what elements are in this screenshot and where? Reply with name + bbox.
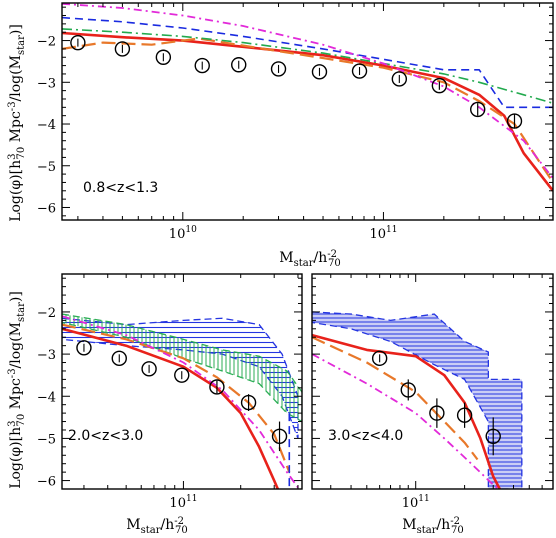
plot-frame	[311, 273, 554, 490]
data-point	[371, 350, 388, 367]
data-point	[141, 361, 157, 377]
panel-bottom-left: −2 −3 −4 −5 −6 1011	[37, 273, 303, 511]
y-tick-label: −2	[37, 306, 56, 321]
series-line-magenta-dashdot	[62, 315, 301, 489]
series-line-blue-dash	[62, 16, 553, 109]
svg-text:Log(φ)[h370 Mpc-3/log(Mstar)]: Log(φ)[h370 Mpc-3/log(Mstar)]	[7, 291, 27, 489]
plot-area	[312, 311, 523, 489]
y-tick-label: −5	[37, 160, 56, 175]
data-point	[174, 367, 190, 383]
data-point	[470, 101, 486, 118]
y-tick-label: −3	[37, 76, 56, 91]
data-point	[456, 407, 473, 423]
data-point	[111, 350, 127, 367]
x-axis-label-bottom-right: Mstar/h-2 70	[402, 516, 463, 536]
series-line-orange-longdash	[62, 37, 553, 184]
series-line-magenta-dashdot	[312, 353, 501, 489]
data-point	[311, 64, 328, 80]
panel-bottom-right: 1011	[311, 273, 554, 511]
series-line-orange-longdash	[62, 323, 291, 473]
data-point	[194, 57, 210, 74]
y-tick-label: −4	[37, 118, 56, 133]
data-point	[485, 428, 501, 445]
y-tick-label: −3	[37, 348, 56, 363]
data-point	[155, 49, 172, 65]
svg-text:Log(φ)[h370 Mpc-3/log(Mstar)]: Log(φ)[h370 Mpc-3/log(Mstar)]	[7, 24, 27, 222]
band-green-hatch	[62, 313, 302, 423]
y-axis-label-top: Log(φ)[h370 Mpc-3/log(Mstar)]	[7, 24, 27, 222]
series-line-red-solid	[62, 31, 553, 192]
data-point	[391, 71, 408, 87]
x-axis-label-top: Mstar/h-2 70	[279, 249, 340, 269]
series-line-magenta-dashdot	[62, 3, 553, 179]
series-line-orange-longdash	[312, 336, 479, 461]
data-point	[209, 379, 225, 395]
data-point	[400, 382, 416, 398]
x-tick-label: 1011	[169, 494, 197, 511]
z-label-top: 0.8<z<1.3	[83, 180, 158, 196]
y-tick-label: −5	[37, 432, 56, 447]
x-axis-label-bottom-left: Mstar/h-2 70	[126, 516, 187, 536]
x-tick-label: 1011	[369, 225, 397, 242]
y-tick-label: −6	[37, 201, 56, 216]
plot-area	[62, 313, 302, 489]
data-point	[231, 57, 247, 73]
band-blue-fill	[312, 311, 523, 489]
x-tick-label: 1010	[169, 225, 197, 242]
data-point	[271, 428, 288, 445]
series-line-red-solid	[312, 333, 502, 489]
data-point	[351, 63, 368, 79]
z-label-bottom-right: 3.0<z<4.0	[328, 428, 403, 444]
data-point	[114, 41, 131, 57]
data-point	[431, 77, 448, 94]
data-point	[506, 113, 523, 129]
panel-top: −2 −3 −4 −5 −6 1010 1011	[37, 2, 554, 242]
data-point	[240, 394, 257, 411]
data-point	[270, 61, 287, 77]
z-label-bottom-left: 2.0<z<3.0	[68, 428, 143, 444]
y-tick-label: −4	[37, 390, 56, 405]
series-line-green-dashdot	[62, 28, 553, 104]
series-line-red-solid	[62, 327, 280, 489]
y-tick-label: −2	[37, 35, 56, 50]
y-tick-label: −6	[37, 475, 56, 490]
plot-frame	[61, 2, 554, 221]
plot-frame	[61, 273, 303, 490]
plot-area	[62, 3, 553, 192]
data-point	[76, 340, 92, 356]
data-point	[70, 34, 86, 51]
data-point	[429, 405, 445, 421]
y-axis-label-bottom: Log(φ)[h370 Mpc-3/log(Mstar)]	[7, 291, 27, 489]
x-tick-label: 1011	[402, 494, 430, 511]
